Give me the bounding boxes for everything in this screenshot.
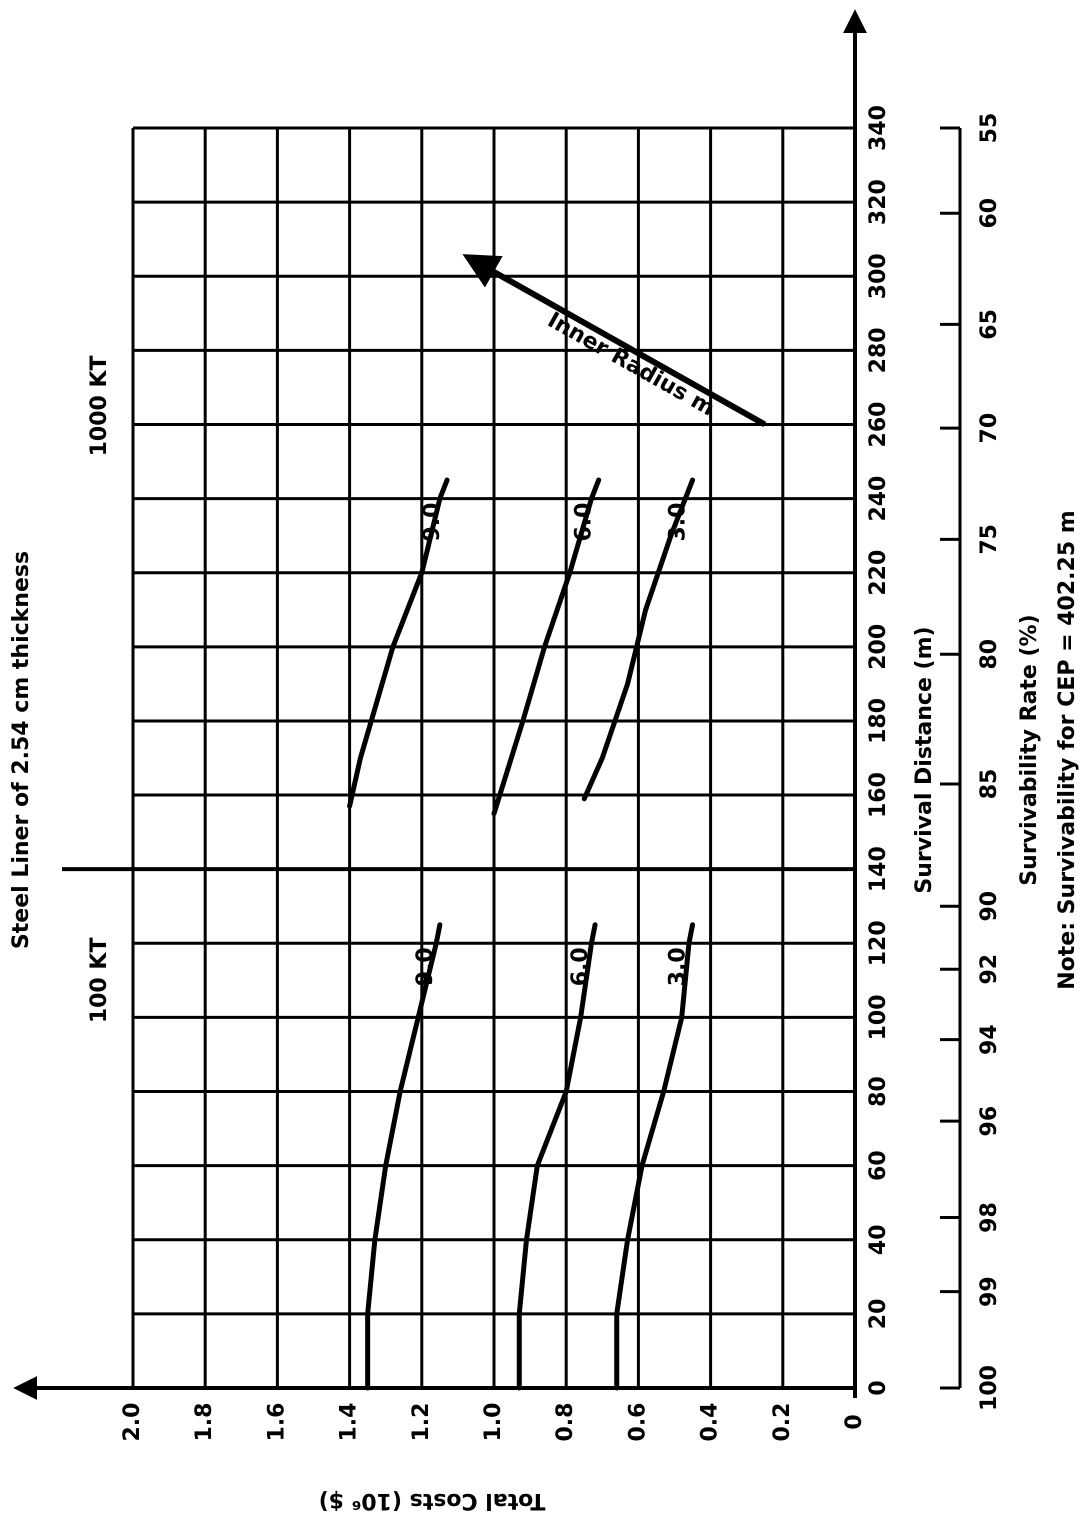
y-axis-label: Total Costs (10⁶ $) (319, 1488, 546, 1513)
x-tick-label: 120 (866, 920, 891, 966)
x-tick-label: 20 (866, 1299, 891, 1330)
y-tick-label: 0.8 (553, 1403, 578, 1442)
x2-axis-label: Survivability Rate (%) (1017, 614, 1042, 885)
series-label: 6.0 (568, 947, 593, 986)
series-line (581, 477, 696, 802)
x2-tick-label: 75 (977, 524, 1002, 555)
y-tick-label: 0.6 (625, 1403, 650, 1442)
x-tick-label: 40 (866, 1224, 891, 1255)
series-line (614, 922, 696, 1391)
series-label: 9.0 (420, 503, 445, 542)
x-tick-label: 220 (866, 550, 891, 596)
y-tick-label: 1.0 (481, 1403, 506, 1442)
x-tick-label: 300 (866, 253, 891, 299)
panel-label: 100 KT (87, 938, 112, 1024)
x2-tick-label: 99 (977, 1276, 1002, 1307)
x-axis-label: Survival Distance (m) (912, 626, 937, 893)
y-tick-label: 0 (842, 1414, 867, 1429)
x-tick-label: 200 (866, 624, 891, 670)
x-tick-label: 240 (866, 476, 891, 522)
x2-tick-label: 92 (977, 954, 1002, 985)
y-tick-label: 2.0 (120, 1403, 145, 1442)
series-line (491, 477, 602, 817)
x-tick-label: 180 (866, 698, 891, 744)
x2-tick-label: 65 (977, 309, 1002, 340)
annotation-arrow (462, 254, 767, 428)
x2-tick-label: 100 (977, 1365, 1002, 1411)
series-line (516, 922, 598, 1391)
x-tick-label: 320 (866, 179, 891, 225)
y-tick-label: 1.6 (264, 1403, 289, 1442)
x-tick-label: 100 (866, 994, 891, 1040)
series-label: 3.0 (666, 947, 691, 986)
series-label: 9.0 (413, 947, 438, 986)
series-line (347, 477, 450, 809)
y-tick-label: 1.8 (192, 1403, 217, 1442)
note: Note: Survivability for CEP = 402.25 m (1055, 510, 1080, 989)
x2-tick-label: 70 (977, 413, 1002, 444)
chart-title: Steel Liner of 2.54 cm thickness (9, 551, 34, 949)
x-tick-label: 340 (866, 105, 891, 151)
y-tick-label: 0.2 (770, 1403, 795, 1442)
x-tick-label: 260 (866, 402, 891, 448)
series-line (365, 922, 443, 1391)
series-label: 3.0 (666, 503, 691, 542)
x2-tick-label: 96 (977, 1106, 1002, 1137)
x2-tick-label: 85 (977, 769, 1002, 800)
x-tick-label: 80 (866, 1076, 891, 1107)
x-tick-label: 60 (866, 1150, 891, 1181)
x2-tick-label: 60 (977, 198, 1002, 229)
x-tick-label: 0 (866, 1380, 891, 1395)
series-label: 6.0 (572, 503, 597, 542)
x2-tick-label: 80 (977, 639, 1002, 670)
y-tick-label: 1.2 (409, 1403, 434, 1442)
x2-tick-label: 55 (977, 113, 1002, 144)
y-tick-label: 0.4 (698, 1403, 723, 1442)
y-tick-label: 1.4 (337, 1403, 362, 1442)
x-tick-label: 160 (866, 772, 891, 818)
x-tick-label: 140 (866, 846, 891, 892)
x2-tick-label: 90 (977, 891, 1002, 922)
panel-label: 1000 KT (87, 355, 112, 456)
annotation: Inner Radius m (543, 308, 719, 422)
x2-tick-label: 94 (977, 1024, 1002, 1055)
x-tick-label: 280 (866, 327, 891, 373)
x2-tick-label: 98 (977, 1202, 1002, 1233)
